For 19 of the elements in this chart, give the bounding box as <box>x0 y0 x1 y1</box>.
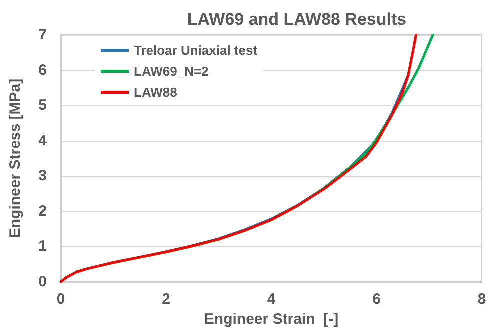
x-tick-label: 4 <box>267 291 276 308</box>
x-tick-label: 8 <box>478 291 486 308</box>
chart-title: LAW69 and LAW88 Results <box>187 10 407 29</box>
y-tick-label: 7 <box>38 26 47 44</box>
y-axis-title: Engineer Stress [MPa] <box>7 78 24 238</box>
y-tick-label: 0 <box>38 274 47 290</box>
y-tick-label: 4 <box>38 132 48 150</box>
legend-label: LAW88 <box>134 85 178 100</box>
legend-label: LAW69_N=2 <box>134 64 209 79</box>
y-tick-label: 1 <box>38 238 47 256</box>
x-tick-label: 6 <box>372 291 381 308</box>
y-tick-label: 6 <box>38 62 47 79</box>
legend-label: Treloar Uniaxial test <box>134 43 258 58</box>
y-tick-label: 5 <box>38 97 47 114</box>
x-axis-title: Engineer Strain [-] <box>204 310 339 328</box>
x-tick-label: 0 <box>56 291 66 308</box>
x-tick-label: 2 <box>162 291 170 308</box>
y-tick-label: 3 <box>38 168 47 185</box>
y-tick-label: 2 <box>38 202 47 220</box>
